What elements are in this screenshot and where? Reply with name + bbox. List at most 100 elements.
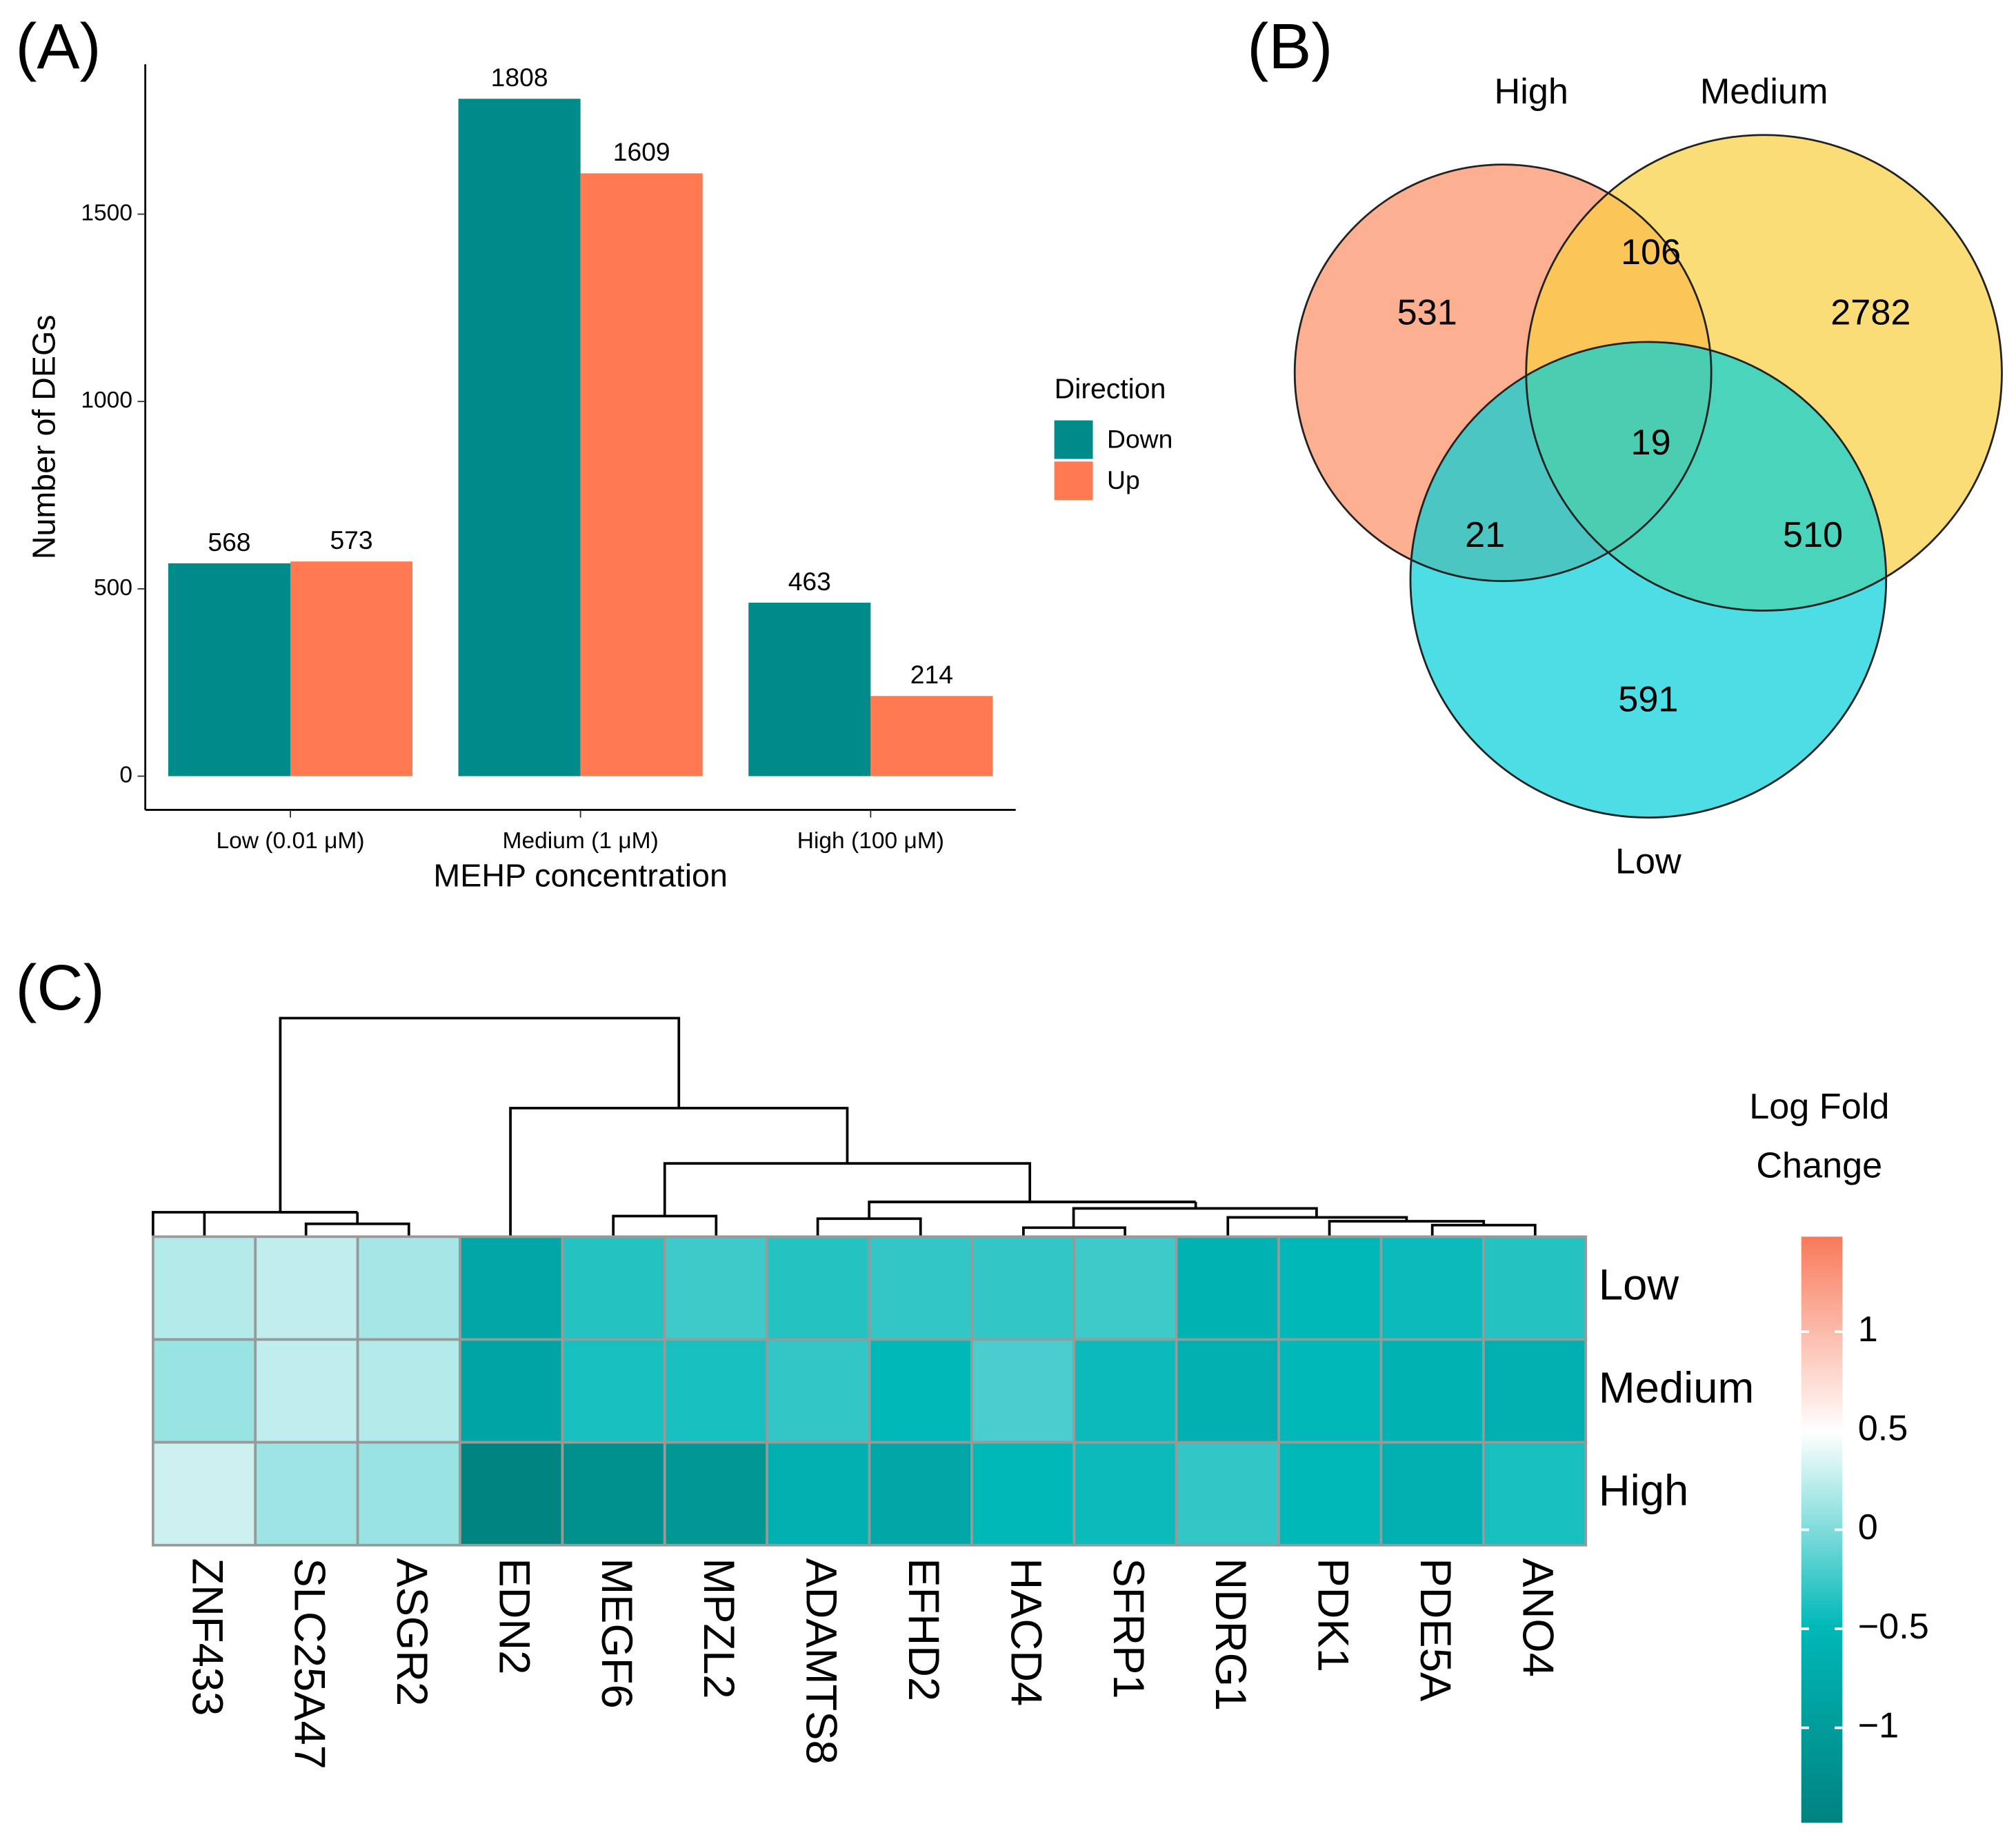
- heat-cell: [254, 1338, 359, 1444]
- heat-cell: [1482, 1235, 1588, 1341]
- heat-cell: [1277, 1441, 1383, 1547]
- legend-swatch: [1054, 461, 1093, 501]
- set-label: Low: [1615, 842, 1681, 882]
- heat-cell: [1175, 1338, 1280, 1444]
- heat-cell: [868, 1441, 973, 1547]
- bar: [168, 563, 290, 776]
- heat-cell: [663, 1338, 769, 1444]
- heat-cell: [459, 1441, 564, 1547]
- venn-outline: [1409, 341, 1888, 819]
- x-tick-label: Low (0.01 μM): [216, 828, 364, 854]
- heat-cell: [1482, 1441, 1588, 1547]
- heat-cell: [1072, 1235, 1178, 1341]
- heat-cell: [459, 1338, 564, 1444]
- x-axis-title: MEHP concentration: [433, 858, 727, 894]
- dendrogram: [869, 1201, 1197, 1209]
- bar: [748, 602, 871, 776]
- heat-cell: [459, 1235, 564, 1341]
- heat-cell: [1277, 1235, 1383, 1341]
- value-label: 1808: [491, 63, 548, 92]
- heat-cell: [1175, 1441, 1280, 1547]
- region-count: 510: [1783, 515, 1843, 555]
- legend-title-box: Log Fold Change: [1749, 1086, 1890, 1185]
- x-tick-label: Medium (1 μM): [503, 828, 659, 854]
- heat-cell: [151, 1235, 257, 1341]
- column-label: MEGF6: [592, 1558, 641, 1708]
- panel-label: (C): [15, 952, 104, 1023]
- bar: [458, 99, 581, 776]
- column-label: ZNF433: [183, 1558, 231, 1716]
- column-label: NDRG1: [1206, 1558, 1255, 1711]
- heat-cell: [766, 1441, 871, 1547]
- column-label: ASGR2: [388, 1558, 436, 1706]
- dendrogram: [203, 1211, 358, 1237]
- heat-cell: [1277, 1338, 1383, 1444]
- legend-label: Up: [1107, 465, 1140, 494]
- heat-cell: [356, 1235, 461, 1341]
- heat-cell: [766, 1338, 871, 1444]
- y-tick-label: 1500: [81, 200, 132, 225]
- y-axis-title: Number of DEGs: [26, 314, 61, 559]
- value-label: 1609: [613, 137, 670, 166]
- dendrogram: [151, 1016, 1537, 1237]
- column-label: EFHD2: [899, 1558, 948, 1701]
- column-label: PDE5A: [1411, 1558, 1459, 1702]
- heat-cell: [1379, 1338, 1485, 1444]
- value-label: 463: [788, 567, 831, 596]
- column-label: MPZL2: [695, 1558, 743, 1698]
- venn-outline: [1293, 163, 1713, 583]
- heat-cell: [663, 1441, 769, 1547]
- bar: [580, 173, 703, 776]
- region-count: 106: [1621, 232, 1681, 272]
- column-label: SFRP1: [1104, 1558, 1152, 1698]
- heat-cell: [1072, 1338, 1178, 1444]
- legend-title: Log Fold Change: [1749, 1086, 1890, 1185]
- set-label: High: [1495, 72, 1568, 112]
- colorbar-label: 0.5: [1858, 1409, 1908, 1449]
- heat-cell: [561, 1338, 666, 1444]
- bar: [290, 561, 413, 776]
- heat-cell: [868, 1235, 973, 1341]
- column-label: SLC25A47: [286, 1558, 334, 1769]
- heat-cell: [356, 1441, 461, 1547]
- panel-label: (A): [15, 10, 101, 82]
- region-count: 2782: [1830, 293, 1910, 333]
- y-tick-label: 1000: [81, 388, 132, 413]
- heat-cell: [663, 1235, 769, 1341]
- heat-cell: [970, 1441, 1076, 1547]
- column-label: EDN2: [490, 1558, 538, 1674]
- heat-cell: [151, 1441, 257, 1547]
- heat-cell: [254, 1441, 359, 1547]
- region-count: 531: [1397, 293, 1457, 333]
- heat-cell: [561, 1441, 666, 1547]
- row-label: High: [1599, 1467, 1688, 1515]
- colorbar-label: −1: [1858, 1705, 1899, 1745]
- heat-cell: [766, 1235, 871, 1341]
- heat-cell: [1482, 1338, 1588, 1444]
- value-label: 214: [910, 660, 953, 689]
- heat-cell: [1072, 1441, 1178, 1547]
- colorbar-label: −0.5: [1858, 1607, 1929, 1647]
- column-label: ADAMTS8: [797, 1558, 846, 1764]
- heat-cell: [254, 1235, 359, 1341]
- region-count: 21: [1465, 515, 1505, 555]
- venn-outline: [1525, 134, 2003, 612]
- colorbar-label: 0: [1858, 1507, 1878, 1547]
- legend-label: Down: [1107, 424, 1172, 453]
- legend-title: Direction: [1055, 373, 1166, 405]
- value-label: 573: [330, 525, 372, 554]
- row-label: Medium: [1599, 1364, 1754, 1412]
- row-label: Low: [1599, 1261, 1679, 1310]
- value-label: 568: [208, 528, 250, 556]
- region-count: 591: [1618, 680, 1678, 720]
- y-tick-label: 500: [94, 575, 132, 601]
- legend-swatch: [1054, 420, 1093, 459]
- panel-label: (B): [1247, 10, 1333, 82]
- column-label: ANO4: [1513, 1558, 1561, 1677]
- heat-cell: [1175, 1235, 1280, 1341]
- x-tick-label: High (100 μM): [797, 828, 944, 854]
- heat-cell: [970, 1235, 1076, 1341]
- heat-cell: [356, 1338, 461, 1444]
- heat-cell: [561, 1235, 666, 1341]
